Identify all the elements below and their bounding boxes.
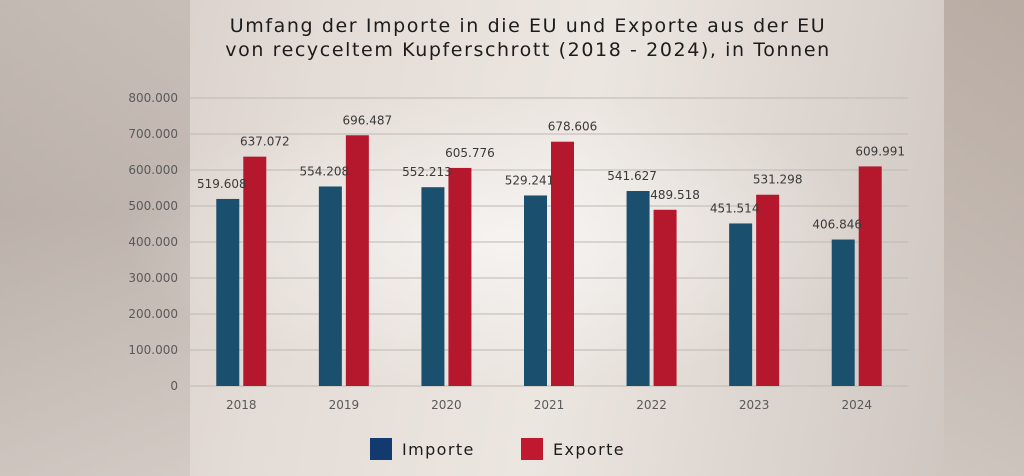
- bar-exporte: [448, 167, 472, 386]
- value-label-exporte: 678.606: [548, 120, 598, 134]
- x-tick-label: 2022: [636, 398, 667, 412]
- bar-exporte: [858, 166, 882, 386]
- value-label-importe: 406.846: [812, 218, 862, 232]
- bar-importe: [524, 195, 547, 386]
- legend-item-exporte: Exporte: [521, 438, 625, 460]
- value-label-exporte: 489.518: [650, 188, 700, 202]
- bar-importe: [831, 239, 855, 386]
- y-tick-label: 300.000: [128, 271, 178, 285]
- bars: [216, 135, 882, 386]
- legend-label-exporte: Exporte: [553, 439, 626, 459]
- y-tick-label: 800.000: [128, 91, 178, 105]
- background-right-shade: [944, 0, 1024, 476]
- y-tick-label: 200.000: [128, 307, 178, 321]
- value-label-exporte: 637.072: [240, 135, 290, 149]
- y-tick-label: 600.000: [128, 163, 178, 177]
- value-label-importe: 541.627: [607, 169, 657, 183]
- bar-importe: [216, 198, 240, 386]
- grid-lines: [190, 97, 908, 387]
- chart-title-line-2: von recyceltem Kupferschrott (2018 - 202…: [225, 39, 831, 61]
- x-tick-label: 2021: [534, 398, 565, 412]
- bar-importe: [421, 187, 445, 386]
- value-label-importe: 529.241: [505, 173, 555, 187]
- value-label-exporte: 531.298: [753, 173, 803, 187]
- value-label-importe: 552.213: [402, 165, 452, 179]
- legend: Importe Exporte: [0, 438, 1024, 464]
- y-tick-label: 700.000: [128, 127, 178, 141]
- legend-swatch-exporte: [521, 438, 543, 460]
- bar-exporte: [756, 194, 780, 386]
- x-tick-label: 2019: [329, 398, 360, 412]
- bar-importe: [318, 186, 342, 386]
- x-tick-label: 2018: [226, 398, 257, 412]
- x-axis-ticks: 2018 2019 2020 2021 2022 2023 2024: [226, 398, 872, 412]
- y-tick-label: 500.000: [128, 199, 178, 213]
- y-tick-label: 100.000: [128, 343, 178, 357]
- x-tick-label: 2020: [431, 398, 462, 412]
- y-tick-label: 0: [170, 379, 178, 393]
- bar-exporte: [551, 141, 574, 386]
- chart-title-line-1: Umfang der Importe in die EU und Exporte…: [229, 15, 827, 37]
- value-label-importe: 451.514: [710, 201, 760, 215]
- y-axis-ticks: 0 100.000 200.000 300.000 400.000 500.000 600.…: [128, 91, 178, 393]
- value-label-importe: 519.608: [197, 177, 247, 191]
- bar-exporte: [653, 209, 677, 386]
- y-tick-label: 400.000: [128, 235, 178, 249]
- bar-importe: [626, 191, 650, 386]
- value-label-exporte: 605.776: [445, 146, 495, 160]
- chart-title: Umfang der Importe in die EU und Exporte…: [0, 14, 1024, 62]
- bar-exporte: [345, 135, 369, 386]
- value-label-exporte: 696.487: [343, 113, 393, 127]
- x-tick-label: 2023: [739, 398, 770, 412]
- bar-exporte: [243, 156, 267, 386]
- value-label-exporte: 609.991: [855, 144, 905, 158]
- legend-item-importe: Importe: [370, 438, 475, 460]
- value-labels: 519.608 637.072 554.208 696.487 552.213 605.7…: [197, 113, 905, 231]
- legend-swatch-importe: [370, 438, 392, 460]
- legend-label-importe: Importe: [402, 439, 475, 459]
- value-label-importe: 554.208: [300, 164, 350, 178]
- x-tick-label: 2024: [841, 398, 872, 412]
- bar-importe: [729, 223, 753, 386]
